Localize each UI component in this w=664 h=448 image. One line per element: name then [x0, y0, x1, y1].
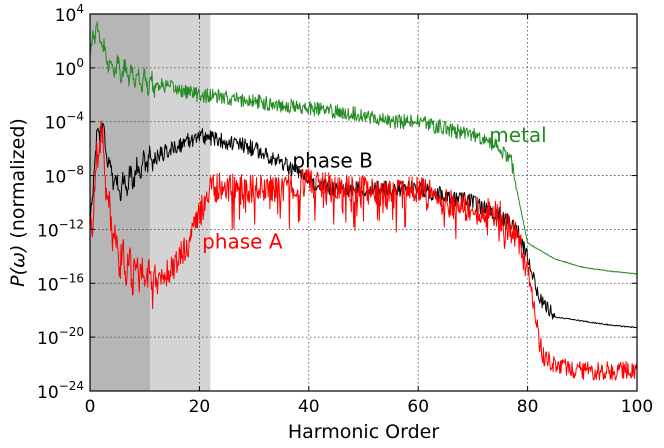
- y-tick-label: 100: [55, 56, 84, 80]
- plot-area-frame: [89, 13, 638, 392]
- x-tick-label: 40: [298, 397, 320, 417]
- x-tick-label: 100: [621, 397, 653, 417]
- y-tick-label: 10−12: [37, 217, 84, 241]
- y-tick-label: 10−8: [45, 164, 84, 188]
- x-tick-label: 60: [407, 397, 429, 417]
- series-line-metal: [89, 21, 638, 275]
- x-tick-label: 20: [189, 397, 211, 417]
- series-label-metal: metal: [489, 123, 546, 147]
- x-axis-title: Harmonic Order: [288, 421, 440, 443]
- series-line-phase-a: [89, 120, 638, 381]
- y-axis-title: P(ω) (normalized): [7, 118, 29, 287]
- x-tick-label: 80: [517, 397, 539, 417]
- series-label-phase-a: phase A: [202, 229, 283, 253]
- x-tick-label: 0: [85, 397, 96, 417]
- y-tick-label: 104: [55, 2, 84, 26]
- y-tick-label: 10−16: [37, 271, 84, 295]
- y-axis-title-symbol: P(ω): [7, 245, 29, 287]
- series-label-phase-b: phase B: [292, 148, 372, 172]
- y-axis-title-unit: (normalized): [7, 118, 29, 244]
- y-tick-label: 10−4: [45, 110, 84, 134]
- y-tick-label: 10−20: [37, 325, 84, 349]
- y-tick-label: 10−24: [37, 379, 84, 403]
